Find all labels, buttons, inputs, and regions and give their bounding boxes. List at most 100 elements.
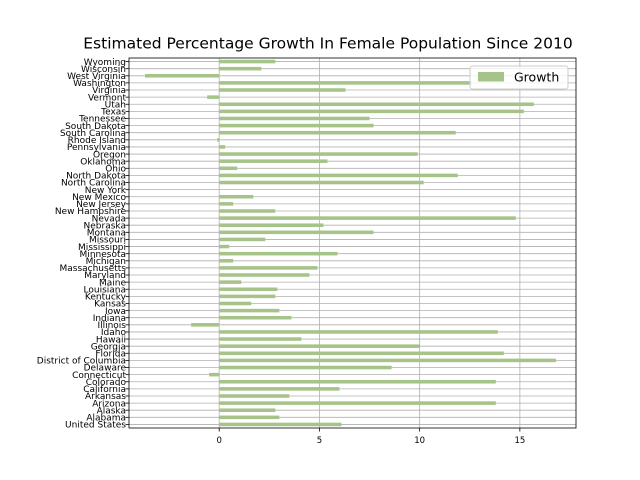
bar bbox=[219, 81, 472, 85]
bar bbox=[219, 394, 290, 398]
y-tick-label: Virginia bbox=[92, 86, 126, 96]
bar bbox=[219, 358, 556, 363]
y-tick-label: Maine bbox=[99, 278, 126, 288]
legend: Growth bbox=[469, 65, 569, 90]
y-tick-label: Colorado bbox=[86, 378, 127, 388]
bar bbox=[219, 379, 496, 384]
bar bbox=[217, 138, 220, 142]
bar bbox=[219, 401, 496, 405]
y-tick-label: Oklahoma bbox=[80, 157, 126, 167]
y-tick-label: West Virginia bbox=[67, 72, 126, 82]
bar bbox=[219, 351, 504, 356]
y-tick-label: Delaware bbox=[84, 364, 127, 374]
y-tick-label: Nevada bbox=[92, 214, 126, 224]
chart-title: Estimated Percentage Growth In Female Po… bbox=[83, 35, 572, 53]
y-tick-label: Tennessee bbox=[78, 115, 126, 125]
y-tick-label: Pennsylvania bbox=[67, 143, 126, 153]
y-tick-label: South Carolina bbox=[60, 129, 126, 139]
x-tick-label: 15 bbox=[514, 436, 525, 446]
y-tick-label: North Carolina bbox=[61, 179, 126, 189]
y-tick-label: New Hampshire bbox=[55, 207, 127, 217]
bar bbox=[219, 365, 392, 370]
y-tick-label: New York bbox=[85, 186, 127, 196]
y-tick-label: Missouri bbox=[89, 236, 126, 246]
bar bbox=[219, 223, 324, 227]
bar bbox=[219, 301, 252, 306]
y-tick-label: Nebraska bbox=[84, 221, 126, 231]
x-tick-label: 0 bbox=[216, 436, 221, 446]
y-tick-label: Louisiana bbox=[84, 285, 127, 295]
y-tick-label: Oregon bbox=[93, 150, 126, 160]
bar bbox=[219, 109, 524, 114]
bar bbox=[219, 408, 276, 412]
bar bbox=[219, 66, 262, 71]
bar bbox=[219, 166, 238, 171]
bar bbox=[219, 308, 280, 313]
axes-frame bbox=[128, 57, 577, 429]
y-tick-label: Mississippi bbox=[78, 243, 126, 253]
y-tick-label: Iowa bbox=[105, 307, 126, 317]
legend-frame bbox=[469, 65, 569, 90]
bar bbox=[145, 74, 220, 78]
y-tick-label: District of Columbia bbox=[37, 357, 126, 367]
bar bbox=[219, 152, 418, 156]
bar bbox=[219, 159, 328, 163]
bar bbox=[219, 130, 456, 135]
bar bbox=[219, 209, 276, 213]
bar bbox=[219, 344, 420, 348]
y-tick-label: Texas bbox=[100, 108, 126, 118]
y-tick-label: Utah bbox=[105, 100, 126, 110]
bar bbox=[219, 237, 266, 242]
bar bbox=[219, 244, 230, 249]
bar bbox=[219, 415, 280, 420]
bar bbox=[219, 337, 302, 341]
bar bbox=[219, 251, 338, 256]
plot-area: United StatesAlabamaAlaskaArizonaArkansa… bbox=[37, 57, 577, 446]
bar bbox=[219, 202, 234, 206]
bar bbox=[219, 259, 234, 263]
y-tick-label: New Mexico bbox=[72, 193, 126, 203]
bar bbox=[219, 287, 278, 292]
y-tick-label: Michigan bbox=[86, 257, 126, 267]
x-tick-label: 5 bbox=[317, 436, 322, 446]
bar bbox=[219, 266, 318, 270]
bar bbox=[219, 88, 346, 92]
bar bbox=[219, 422, 342, 427]
bar bbox=[219, 280, 242, 284]
bar bbox=[219, 294, 276, 299]
y-tick-label: Massachusetts bbox=[59, 264, 126, 274]
bar bbox=[219, 230, 374, 235]
y-tick-label: Arkansas bbox=[85, 392, 126, 402]
y-tick-label: Maryland bbox=[84, 271, 126, 281]
bar bbox=[219, 330, 498, 334]
y-tick-label: Wyoming bbox=[84, 58, 126, 68]
y-tick-label: Minnesota bbox=[80, 250, 126, 260]
y-tick-label: Kansas bbox=[94, 300, 126, 310]
y-tick-label: Kentucky bbox=[85, 293, 127, 303]
y-tick-label: North Dakota bbox=[66, 172, 126, 182]
bar bbox=[219, 123, 374, 128]
bar bbox=[219, 387, 340, 391]
y-tick-label: Montana bbox=[87, 229, 126, 239]
y-tick-label: Arizona bbox=[92, 399, 126, 409]
y-tick-label: South Dakota bbox=[65, 122, 126, 132]
y-tick-label: Washington bbox=[73, 79, 126, 89]
y-tick-label: United States bbox=[65, 421, 126, 431]
bar bbox=[219, 273, 310, 277]
bar bbox=[219, 173, 458, 178]
bar bbox=[219, 216, 516, 220]
y-tick-label: Hawaii bbox=[96, 335, 126, 345]
y-tick-label: Wisconsin bbox=[81, 65, 126, 75]
legend-swatch bbox=[478, 72, 504, 82]
bar bbox=[219, 59, 276, 64]
bar bbox=[219, 180, 424, 185]
bar bbox=[219, 194, 254, 199]
bar bbox=[219, 315, 292, 320]
bar bbox=[207, 95, 220, 99]
y-tick-label: Illinois bbox=[97, 321, 126, 331]
y-tick-label: Georgia bbox=[91, 342, 126, 352]
y-tick-label: Ohio bbox=[105, 164, 126, 174]
y-tick-label: Alaska bbox=[97, 406, 126, 416]
legend-label: Growth bbox=[514, 70, 559, 85]
